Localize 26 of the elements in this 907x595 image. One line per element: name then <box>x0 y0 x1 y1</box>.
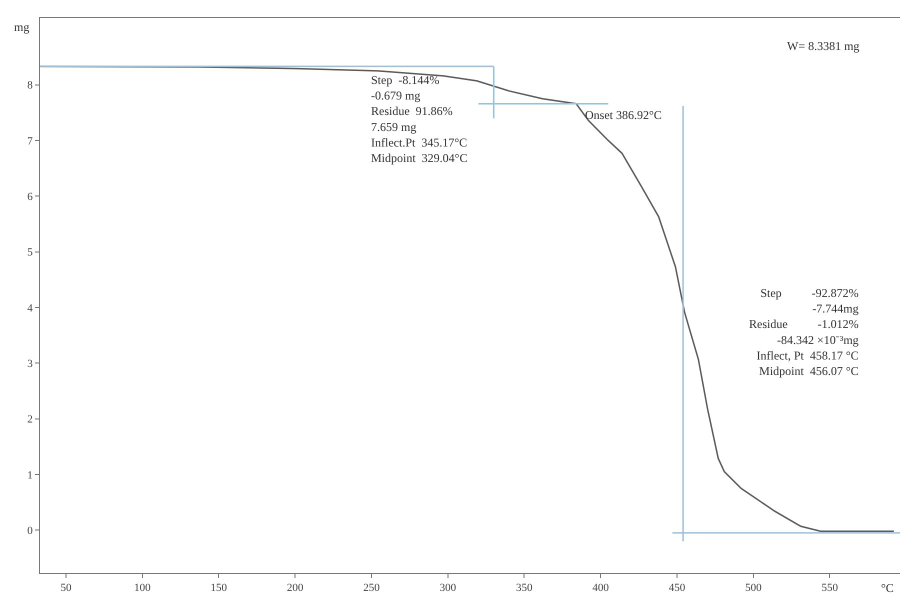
y-axis-title: mg <box>14 20 30 34</box>
x-tick-label: 550 <box>821 582 838 594</box>
annotation: W= 8.3381 mg <box>787 39 860 53</box>
x-tick-label: 300 <box>440 582 457 594</box>
y-tick-label: 8 <box>27 80 34 92</box>
x-axis-title: °C <box>881 581 894 595</box>
x-tick-label: 200 <box>286 582 304 594</box>
x-tick-label: 100 <box>134 582 152 594</box>
x-tick-label: 350 <box>516 582 533 594</box>
x-tick-label: 400 <box>592 582 610 594</box>
x-tick-label: 250 <box>363 582 380 594</box>
x-tick-label: 150 <box>210 582 228 594</box>
y-tick-label: 7 <box>27 135 34 148</box>
y-tick-label: 3 <box>27 358 34 370</box>
x-tick-label: 450 <box>668 582 686 594</box>
y-tick-label: 6 <box>27 190 34 203</box>
x-tick-label: 500 <box>745 582 762 594</box>
y-tick-label: 2 <box>27 414 33 426</box>
y-tick-label: 0 <box>27 524 34 537</box>
x-tick-label: 50 <box>60 582 72 594</box>
y-tick-label: 1 <box>27 469 33 482</box>
annotation: Step -92.872% -7.744mg Residue -1.012% -84.342 ×10⁻³mg Inflect, Pt 458.17 °C Midpoint 456.07 °C <box>749 286 859 378</box>
annotation: Step -8.144% -0.679 mg Residue 91.86% 7.659 mg Inflect.Pt 345.17°C Midpoint 329.04°C <box>371 73 468 165</box>
annotation: Onset 386.92°C <box>585 108 662 122</box>
y-tick-label: 4 <box>27 302 34 314</box>
y-tick-label: 5 <box>27 246 34 259</box>
